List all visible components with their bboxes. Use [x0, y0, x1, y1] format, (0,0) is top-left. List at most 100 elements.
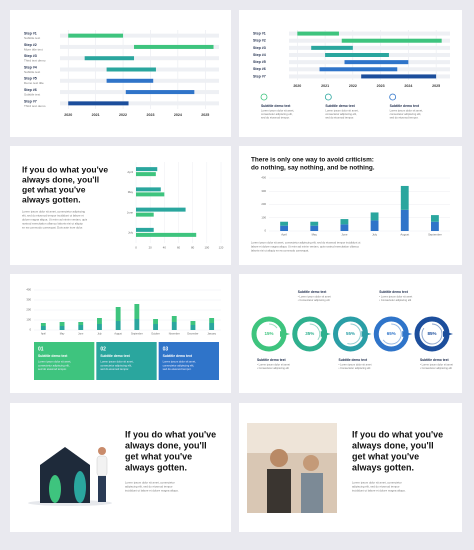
gantt-bar — [68, 101, 129, 106]
bar-segment — [370, 212, 379, 221]
slide-title: If you do what you've — [352, 429, 443, 439]
x-tick-label: 2021 — [321, 84, 329, 88]
slide-title: There is only one way to avoid criticism… — [251, 157, 374, 164]
bar-segment — [97, 318, 102, 324]
step-subtitle: Subtitle text — [24, 36, 40, 40]
photo-person — [301, 473, 323, 513]
ring-arrow — [443, 331, 453, 337]
step-subtitle: Third text demo — [24, 59, 46, 63]
step-subtitle: Subtitle text — [24, 92, 40, 96]
bar-segment — [209, 323, 215, 330]
note-text: • Consectetur adipiscing elit — [298, 298, 330, 302]
box-text: consectetur adipiscing elit, — [163, 363, 195, 367]
y-tick-label: 200 — [26, 308, 31, 312]
bar-segment — [209, 318, 215, 323]
box-text: Lorem ipsum dolor sit amet, — [100, 360, 133, 364]
box-text: sed do eiusmod tempor. — [100, 367, 129, 371]
ring-arrow — [280, 331, 290, 337]
bar-segment — [370, 220, 379, 231]
x-tick-label: September — [428, 233, 442, 237]
step-label: Step #6 — [24, 88, 37, 92]
body-text: ex ea commodo consequat. Duis aute irure… — [22, 226, 83, 230]
bar — [136, 192, 165, 197]
step-label: Step #7 — [24, 99, 37, 103]
slide: 15%Subtitle demo text• Lorem ipsum dolor… — [239, 274, 462, 393]
x-tick-label: May — [60, 333, 65, 336]
bar — [136, 232, 197, 237]
bar — [136, 207, 186, 212]
slide: 0 100 200 300 400 April May June July August Septe… — [10, 274, 231, 393]
step-label: Step #4 — [253, 53, 266, 57]
slide-title: get what you've — [125, 451, 192, 461]
body-text: Lorem ipsum dolor sit amet, consectetur … — [251, 241, 361, 245]
note-title: Subtitle demo text — [298, 290, 327, 294]
track — [60, 101, 219, 106]
leaf — [74, 471, 86, 503]
info-box — [34, 342, 95, 380]
slide-background — [239, 146, 462, 265]
bar-segment — [310, 225, 319, 231]
box-number: 01 — [38, 346, 44, 352]
slide-background — [10, 146, 231, 265]
body-text: elit, sed do eiusmod tempor incididunt u… — [22, 214, 84, 218]
step-label: Step #5 — [24, 77, 37, 81]
slide-title: always done, you'll — [22, 174, 99, 184]
slide-background — [239, 274, 462, 393]
x-tick-label: 2025 — [201, 113, 209, 117]
x-tick-label: 60 — [177, 246, 181, 250]
bar-segment — [115, 307, 121, 321]
note-title: Subtitle demo text — [379, 290, 408, 294]
slide-title: always done, you'll — [125, 440, 207, 450]
note-text: • Lorem ipsum dolor sit amet — [420, 363, 453, 367]
gantt-bar — [134, 44, 214, 49]
x-tick-label: 2024 — [404, 84, 412, 88]
gantt-bar — [319, 67, 398, 72]
track — [60, 33, 219, 38]
note-text: • Lorem ipsum dolor sit amet — [339, 363, 372, 367]
box-text: Lorem ipsum dolor sit amet, — [38, 360, 71, 364]
ring-arrow — [402, 331, 413, 337]
note-text: • Consectetur adipiscing elit — [420, 366, 452, 370]
feature-title: Subtitle demo text — [261, 104, 291, 108]
x-tick-label: November — [169, 333, 180, 336]
step-label: Step #3 — [253, 46, 266, 50]
leaf — [49, 475, 61, 503]
body-text: Lorem ipsum dolor sit amet, consectetur — [352, 481, 402, 485]
step-label: Step #1 — [24, 32, 37, 36]
x-tick-label: June — [78, 333, 84, 336]
x-tick-label: August — [400, 233, 409, 237]
gantt-bar — [84, 56, 135, 61]
gantt-bar — [311, 45, 353, 50]
bar-segment — [134, 304, 140, 319]
box-title: Subtitle demo text — [38, 354, 68, 358]
bar-segment — [280, 221, 289, 226]
slide-title: always gotten. — [125, 462, 187, 472]
x-tick-label: 2023 — [146, 113, 154, 117]
bar-segment — [190, 325, 196, 330]
y-tick-label: June — [127, 210, 134, 214]
bar-segment — [153, 319, 158, 324]
feature-icon — [324, 93, 332, 101]
photo-person — [267, 469, 291, 513]
gantt-bar — [125, 90, 195, 95]
track — [289, 31, 450, 36]
step-label: Step #5 — [253, 60, 266, 64]
bar — [136, 172, 156, 177]
slide-title: always gotten. — [22, 194, 81, 204]
step-label: Step #2 — [24, 43, 37, 47]
note-text: • Lorem ipsum dolor sit amet — [298, 295, 331, 299]
note-title: Subtitle demo text — [339, 358, 368, 362]
box-text: Lorem ipsum dolor sit amet, — [163, 360, 196, 364]
feature-icon — [389, 93, 397, 101]
x-tick-label: October — [151, 333, 160, 336]
y-tick-label: 100 — [261, 215, 266, 219]
step-label: Step #6 — [253, 67, 266, 71]
bar-segment — [280, 225, 289, 231]
y-tick-label: 300 — [261, 189, 266, 193]
slide: 2020 2021 2022 2023 2024 2025 Step #1 Step #2 St… — [239, 10, 462, 137]
body-text: adipiscing elit, sed do eiusmod tempor — [125, 485, 173, 489]
box-text: consectetur adipiscing elit, — [100, 363, 132, 367]
info-box — [158, 342, 219, 380]
